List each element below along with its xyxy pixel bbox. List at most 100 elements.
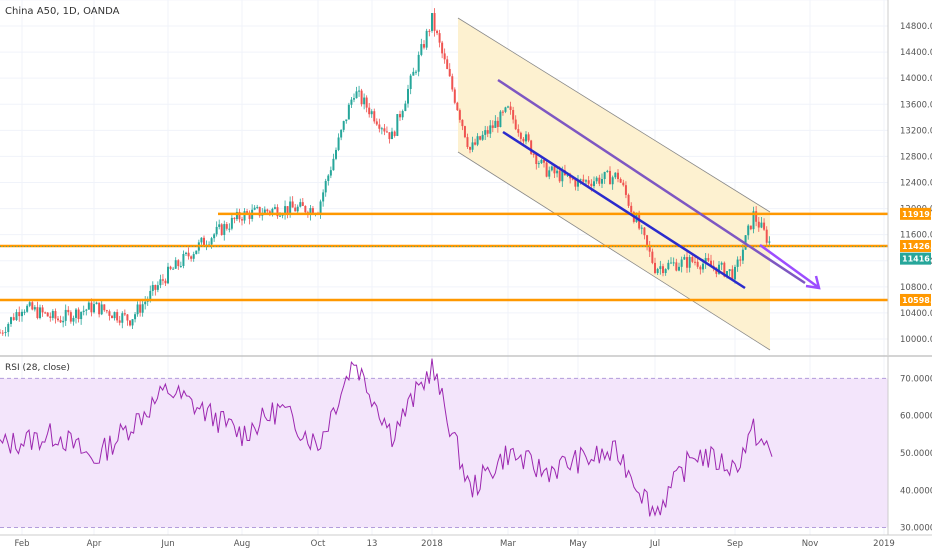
candle-body [118, 320, 121, 323]
candle-body [296, 206, 299, 212]
candle-body [373, 111, 376, 122]
candle-body [129, 320, 131, 326]
candle-body [41, 307, 44, 313]
rsi-tick-label: 30.0000 [900, 524, 932, 534]
candle-body [489, 125, 492, 134]
candle-body [736, 259, 739, 267]
candle-body [345, 119, 348, 122]
candle-body [622, 182, 625, 186]
candle-body [749, 225, 752, 230]
candle-body [113, 312, 116, 319]
price-level-tag-text: 10598.8 [902, 296, 932, 305]
candle-body [82, 310, 85, 312]
chart-title: China A50, 1D, OANDA [5, 6, 120, 17]
candle-body [453, 89, 456, 103]
candle-body [519, 132, 522, 139]
price-level-tag [900, 239, 931, 252]
candle-body [90, 302, 93, 313]
candle-body [172, 268, 175, 270]
candle-body [156, 285, 159, 290]
candle-body [185, 252, 187, 254]
price-tick-label: 12400.0 [900, 179, 932, 189]
candle-body [340, 129, 343, 138]
candle-body [688, 256, 691, 268]
candle-body [121, 313, 124, 323]
time-tick-label: Aug [234, 539, 251, 549]
channel-fill [458, 18, 770, 350]
candle-body [680, 259, 683, 267]
candle-body [182, 253, 185, 266]
time-tick-label: Jun [160, 539, 174, 549]
candle-body [463, 126, 466, 138]
candle-body [51, 311, 54, 318]
candle-body [451, 76, 454, 90]
candle-body [659, 266, 662, 269]
candle-body [243, 211, 246, 221]
candle-body [46, 312, 49, 317]
candle-body [131, 319, 134, 326]
candle-body [448, 68, 451, 77]
candle-body [484, 130, 487, 135]
candle-body [654, 262, 656, 273]
candle-body [420, 44, 423, 55]
candle-body [136, 304, 139, 315]
candle-body [309, 208, 312, 215]
candle-body [525, 134, 527, 142]
candle-body [57, 318, 59, 321]
candle-body [577, 179, 579, 187]
candle-body [210, 238, 213, 245]
price-labels: 11919.0 11426.4 10598.8 11416.3 [900, 207, 932, 306]
candle-body [458, 110, 461, 120]
candle-body [556, 170, 559, 174]
rsi-tick-label: 40.0000 [900, 486, 932, 496]
candle-body [388, 132, 391, 140]
candle-body [268, 211, 271, 214]
candle-body [481, 134, 484, 140]
price-tick-label: 14800.0 [900, 22, 932, 32]
candle-body [545, 162, 548, 177]
candle-body [213, 234, 216, 239]
candle-body [466, 137, 469, 148]
candle-body [431, 13, 433, 31]
candle-body [161, 279, 164, 281]
candle-body [598, 177, 601, 184]
candle-body [370, 111, 373, 115]
candle-body [537, 163, 540, 165]
candle-body [707, 257, 710, 261]
candle-body [284, 206, 287, 215]
candle-body [111, 315, 113, 319]
price-tick-label: 10000.0 [900, 335, 932, 345]
candle-body [710, 260, 712, 266]
candle-body [335, 149, 337, 159]
candle-body [614, 172, 617, 178]
candle-body [540, 159, 543, 164]
price-tick-label: 10400.0 [900, 309, 932, 319]
price-tick-label: 12800.0 [900, 152, 932, 162]
candle-body [149, 290, 152, 300]
time-tick-label: Oct [311, 539, 326, 549]
candle-body [218, 224, 221, 227]
candle-body [438, 33, 441, 43]
candle-body [601, 179, 603, 184]
candle-body [609, 170, 611, 185]
candle-body [461, 119, 464, 127]
time-axis: Feb Apr Jun Aug Oct 13 2018 Mar May Jul Sep Nov 2019 [14, 539, 894, 549]
candle-body [319, 201, 322, 215]
candle-body [67, 309, 70, 313]
candle-body [640, 227, 643, 229]
candle-body [587, 180, 590, 184]
candle-body [301, 202, 304, 206]
candle-body [741, 249, 744, 261]
price-level-tag [900, 207, 931, 220]
candle-body [385, 131, 388, 133]
candle-body [491, 125, 494, 128]
candle-body [624, 185, 627, 195]
candle-body [324, 180, 327, 193]
candle-body [507, 106, 509, 108]
candle-body [108, 311, 111, 316]
candle-body [535, 154, 538, 165]
candle-body [192, 254, 195, 259]
candle-body [105, 310, 108, 312]
candle-body [391, 131, 393, 140]
